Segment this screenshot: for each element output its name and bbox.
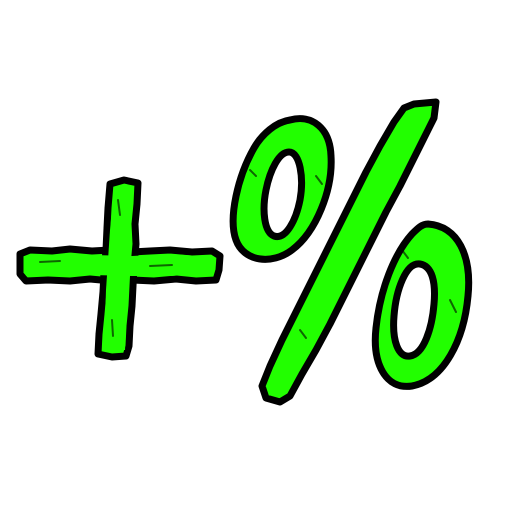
- percent-bottom-circle: [371, 220, 473, 390]
- plus-icon: [16, 176, 224, 361]
- percent-top-circle: [229, 115, 335, 263]
- percent-slash: [258, 98, 440, 406]
- percent-icon: [229, 98, 473, 406]
